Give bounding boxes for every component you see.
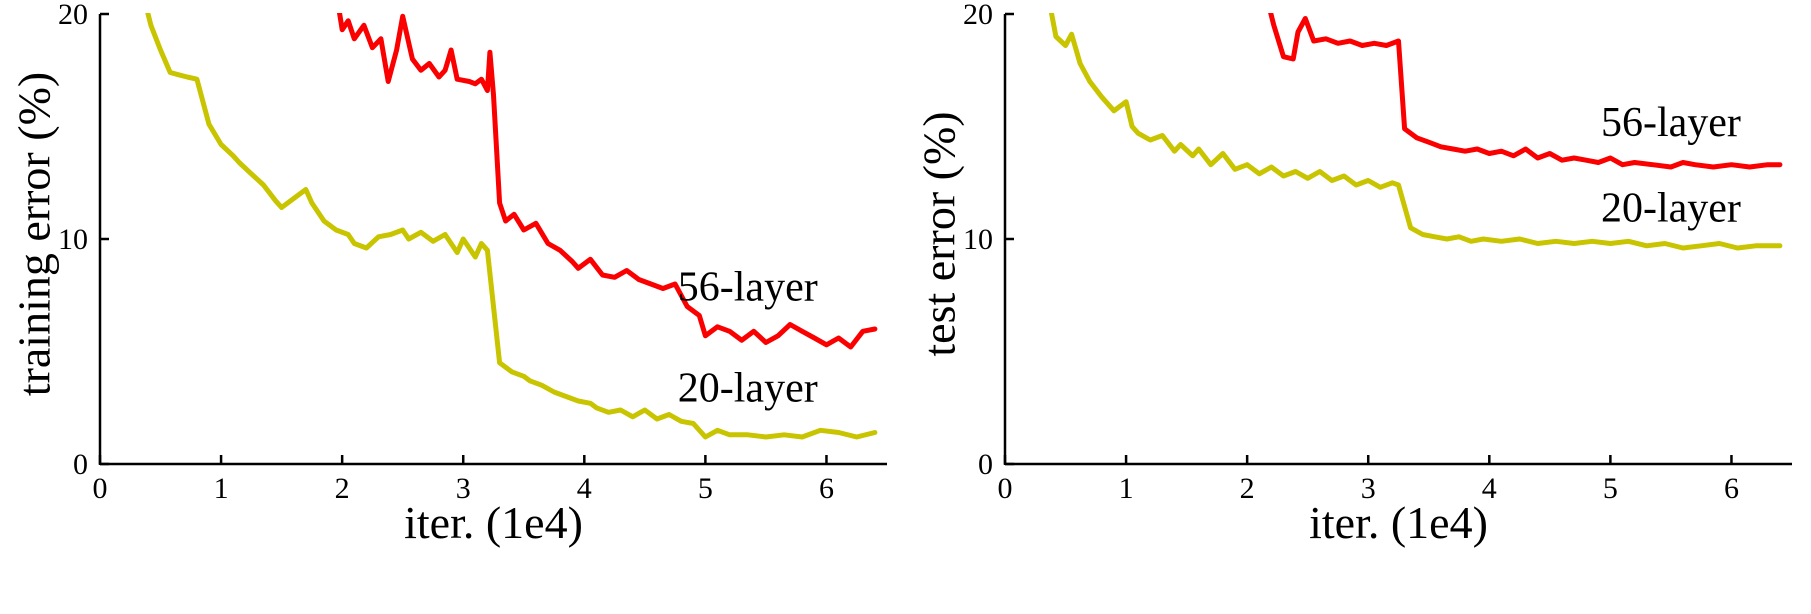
x-tick-label: 4 — [1482, 472, 1497, 505]
x-tick-label: 2 — [1240, 472, 1255, 505]
x-tick-label: 6 — [819, 472, 834, 505]
training-error-plot: 0 1 2 3 4 5 6 0 10 20 56-layer 20-layer — [58, 0, 887, 505]
training-error-chart: 0 1 2 3 4 5 6 0 10 20 56-layer 20-layer training er… — [0, 0, 905, 614]
y-tick-label: 20 — [963, 0, 993, 31]
x-tick-label: 5 — [1603, 472, 1618, 505]
y-tick-label: 10 — [58, 223, 88, 256]
test-error-chart: 0 1 2 3 4 5 6 0 10 20 56-layer 20-layer test error … — [905, 0, 1810, 614]
y-tick-label: 0 — [978, 448, 993, 481]
series-line-20-layer — [1048, 13, 1783, 251]
x-tick-label: 4 — [577, 472, 592, 505]
x-tick-label: 6 — [1724, 472, 1739, 505]
y-tick-label: 10 — [963, 223, 993, 256]
annotation-56-layer: 56-layer — [678, 264, 818, 310]
x-tick-label: 1 — [214, 472, 229, 505]
x-tick-label: 0 — [93, 472, 108, 505]
x-tick-label: 2 — [335, 472, 350, 505]
x-tick-label: 3 — [1361, 472, 1376, 505]
series-line-56-layer — [337, 13, 878, 350]
x-tick-label: 1 — [1119, 472, 1134, 505]
annotation-20-layer: 20-layer — [1601, 186, 1741, 232]
y-tick-label: 0 — [73, 448, 88, 481]
x-tick-label: 0 — [998, 472, 1013, 505]
test-error-plot: 0 1 2 3 4 5 6 0 10 20 56-layer 20-layer — [963, 0, 1792, 505]
series-line-20-layer — [145, 13, 878, 440]
x-tick-label: 3 — [456, 472, 471, 505]
annotation-56-layer: 56-layer — [1601, 100, 1741, 146]
y-tick-label: 20 — [58, 0, 88, 31]
series-line-56-layer — [1268, 13, 1783, 170]
x-tick-label: 5 — [698, 472, 713, 505]
annotation-20-layer: 20-layer — [678, 366, 818, 412]
